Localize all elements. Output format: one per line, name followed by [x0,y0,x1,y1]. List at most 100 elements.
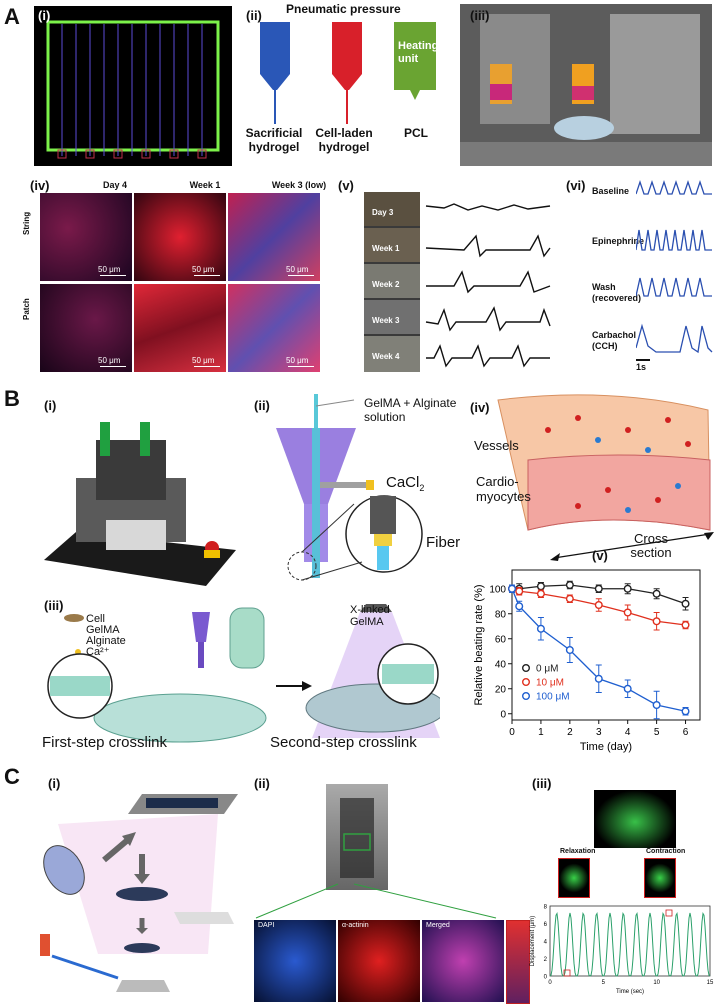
b-ii-coaxial-nozzle-diagram [276,394,423,581]
panel-letter-a: A [4,4,20,29]
cardiomyocytes-label: Cardio- myocytes [476,474,531,504]
data-point [536,582,545,591]
legend-marker [522,691,531,700]
vi-row-wash: Wash (recovered) [592,282,642,303]
data-point [623,684,632,693]
scale-text-2: 50 μm [192,265,215,274]
iv-image-string-week3 [228,193,320,281]
y-axis-label: Displacement (μm) [530,916,536,966]
a-iv-label: (iv) [30,178,50,193]
x-tick-label: 10 [653,980,660,986]
c-i-label: (i) [48,776,61,791]
contraction-image [644,858,676,898]
b-iii-crosslink-diagram [47,604,440,743]
a-v-label: (v) [338,178,354,193]
c-iii-tissue-image [594,790,676,848]
legend-label: 10 μM [536,678,564,689]
b-iv-label: (iv) [470,400,490,415]
scale-bar [100,275,126,276]
iv-row-patch: Patch [22,298,31,320]
x-axis-label: Time (sec) [616,989,644,995]
y-tick-label: 20 [495,684,507,695]
x-tick-label: 0 [548,980,552,986]
relaxation-image [558,858,590,898]
y-tick-label: 100 [489,584,506,595]
scale-text-1: 50 μm [98,265,121,274]
scale-bar [288,275,314,276]
grid-scaffold-graphic [46,20,220,159]
vi-row-epinephrine: Epinephrine [592,236,645,246]
data-point [594,601,603,610]
a-vi-label: (vi) [566,178,586,193]
v-row-week1: Week 1 [372,244,400,253]
legend-gelma: GelMA [86,624,120,636]
x-tick-label: 3 [596,727,602,738]
panel-letter-b: B [4,386,20,411]
scale-text-3: 50 μm [286,265,309,274]
pcl-label: PCL [404,126,428,140]
b-iii-label: (iii) [44,598,64,613]
x-tick-label: 0 [509,727,515,738]
scale-bar [194,366,220,367]
x-axis-label: Time (day) [580,741,632,753]
iv-image-string-day4 [40,193,132,281]
dapi-label: DAPI [258,922,275,929]
displacement-trace [549,912,711,977]
x-tick-label: 5 [602,980,606,986]
c-ii-merged-image [422,920,504,1002]
v-row-day3: Day 3 [372,208,394,217]
data-point [565,594,574,603]
v-bright-field-strip [364,192,420,372]
b-i-bioprinter-photo [36,420,240,590]
panel-letter-c: C [4,764,20,789]
c-iii-label: (iii) [532,776,552,791]
b-iv-cardiac-tissue-diagram [497,394,711,531]
iv-col-day4: Day 4 [102,180,128,190]
data-point [652,589,661,598]
c-ii-zoom-lines [255,883,497,919]
legend-marker [522,677,531,686]
vessels-label: Vessels [474,438,519,453]
data-point [515,587,524,596]
data-point [652,700,661,709]
a-i-label: (i) [38,8,51,23]
iv-image-patch-week1 [134,284,226,372]
x-tick-label: 1 [538,727,544,738]
data-point [681,707,690,716]
relaxation-label: Relaxation [560,848,596,855]
y-tick-label: 80 [495,609,507,620]
fiber-label: Fiber [426,534,461,551]
sacrificial-hydrogel-label: Sacrificial hydrogel [245,126,303,154]
c-ii-label: (ii) [254,776,270,791]
b-v-label: (v) [592,548,608,563]
printing-nozzles-diagram [260,22,436,124]
legend-label: 0 μM [536,664,558,675]
legend-marker [522,663,531,672]
scale-bar [194,275,220,276]
contraction-marker [665,909,673,917]
data-point [623,608,632,617]
pneumatic-pressure-title: Pneumatic pressure [286,2,401,16]
c-i-dlp-optics-diagram [40,794,238,992]
scale-bar [100,366,126,367]
v-row-week2: Week 2 [372,280,400,289]
a-ii-label: (ii) [246,8,262,23]
y-tick-label: 60 [495,634,507,645]
cacl2-text: CaCl [386,474,420,491]
scale-text-6: 50 μm [286,356,309,365]
second-step-crosslink-label: Second-step crosslink [270,734,417,751]
a-i-printed-grid-image [34,6,232,166]
scale-text-5: 50 μm [192,356,215,365]
cacl2-label: CaCl2 [386,474,424,493]
data-point [594,674,603,683]
scale-text-4: 50 μm [98,356,121,365]
y-tick-label: 40 [495,659,507,670]
first-step-crosslink-label: First-step crosslink [42,734,168,751]
iv-row-string: String [22,211,31,235]
y-tick-label: 8 [544,905,548,911]
v-displacement-traces [425,203,551,368]
x-tick-label: 6 [683,727,689,738]
iv-image-patch-day4 [40,284,132,372]
iv-col-week3: Week 3 (low) [271,180,327,190]
